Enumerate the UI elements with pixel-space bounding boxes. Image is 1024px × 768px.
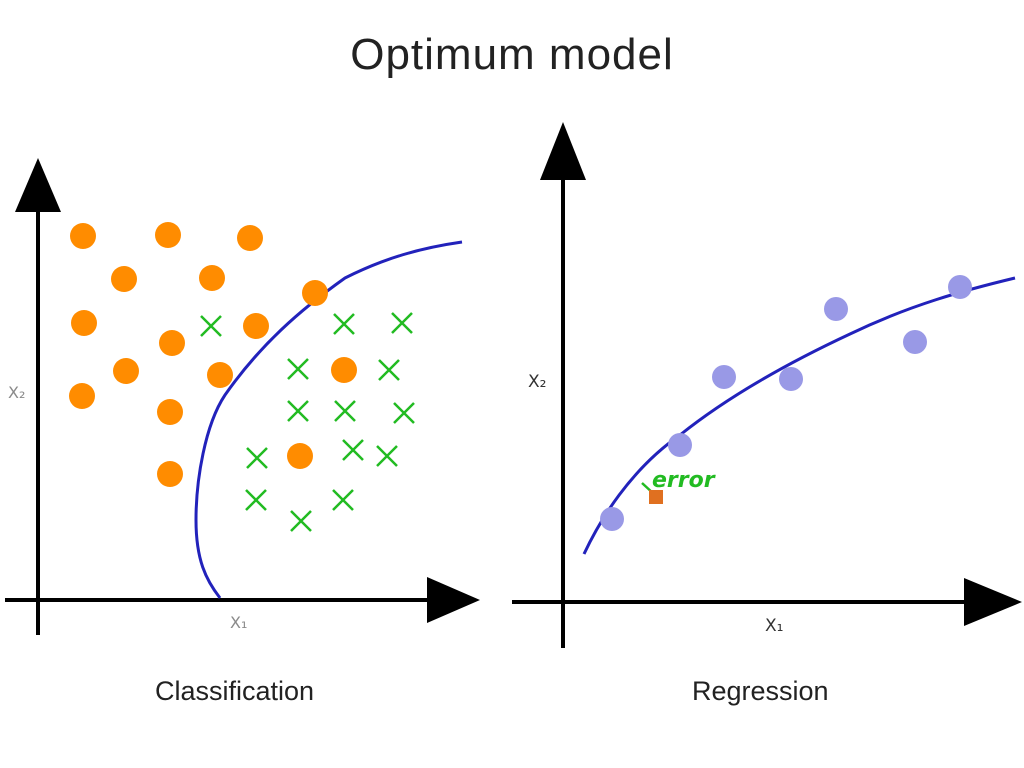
regression-y-label: X₂ (528, 372, 546, 392)
regression-point (903, 330, 927, 354)
class-b-point (200, 315, 222, 337)
regression-x-label: X₁ (765, 616, 783, 636)
class-b-point (287, 400, 309, 422)
class-b-point (246, 447, 268, 469)
class-a-point (237, 225, 263, 251)
error-label: error (652, 468, 716, 493)
class-a-point (70, 223, 96, 249)
classification-y-arrowhead (15, 158, 61, 212)
class-a-points (69, 222, 357, 487)
classification-x-arrowhead (427, 577, 480, 623)
classification-panel: X₂ X₁ (5, 158, 480, 635)
regression-point (712, 365, 736, 389)
class-a-point (111, 266, 137, 292)
class-b-point (342, 439, 364, 461)
regression-curve (582, 276, 1016, 555)
regression-y-arrowhead (540, 122, 586, 180)
class-a-point (331, 357, 357, 383)
class-a-point (199, 265, 225, 291)
class-b-point (393, 402, 415, 424)
regression-points (600, 275, 972, 531)
class-a-point (157, 461, 183, 487)
classification-y-label: X₂ (8, 383, 25, 402)
regression-point (824, 297, 848, 321)
class-a-point (207, 362, 233, 388)
regression-point (948, 275, 972, 299)
regression-point (600, 507, 624, 531)
error-point (649, 490, 663, 504)
regression-point (779, 367, 803, 391)
class-a-point (243, 313, 269, 339)
class-a-point (69, 383, 95, 409)
class-a-point (157, 399, 183, 425)
regression-caption: Regression (692, 676, 829, 706)
class-a-point (155, 222, 181, 248)
class-a-point (159, 330, 185, 356)
class-a-point (71, 310, 97, 336)
class-b-point (245, 489, 267, 511)
page-title: Optimum model (350, 30, 674, 79)
class-b-point (378, 359, 400, 381)
classification-decision-boundary (194, 240, 463, 599)
class-b-point (290, 510, 312, 532)
class-b-point (391, 312, 413, 334)
classification-x-label: X₁ (230, 613, 247, 632)
class-b-point (333, 313, 355, 335)
class-b-points (200, 312, 415, 532)
regression-x-arrowhead (964, 578, 1022, 626)
regression-point (668, 433, 692, 457)
class-a-point (113, 358, 139, 384)
class-b-point (334, 400, 356, 422)
classification-caption: Classification (155, 676, 315, 706)
class-b-point (287, 358, 309, 380)
class-a-point (287, 443, 313, 469)
class-a-point (302, 280, 328, 306)
class-b-point (332, 489, 354, 511)
regression-panel: X₂ X₁ error (512, 122, 1022, 648)
class-b-point (376, 445, 398, 467)
